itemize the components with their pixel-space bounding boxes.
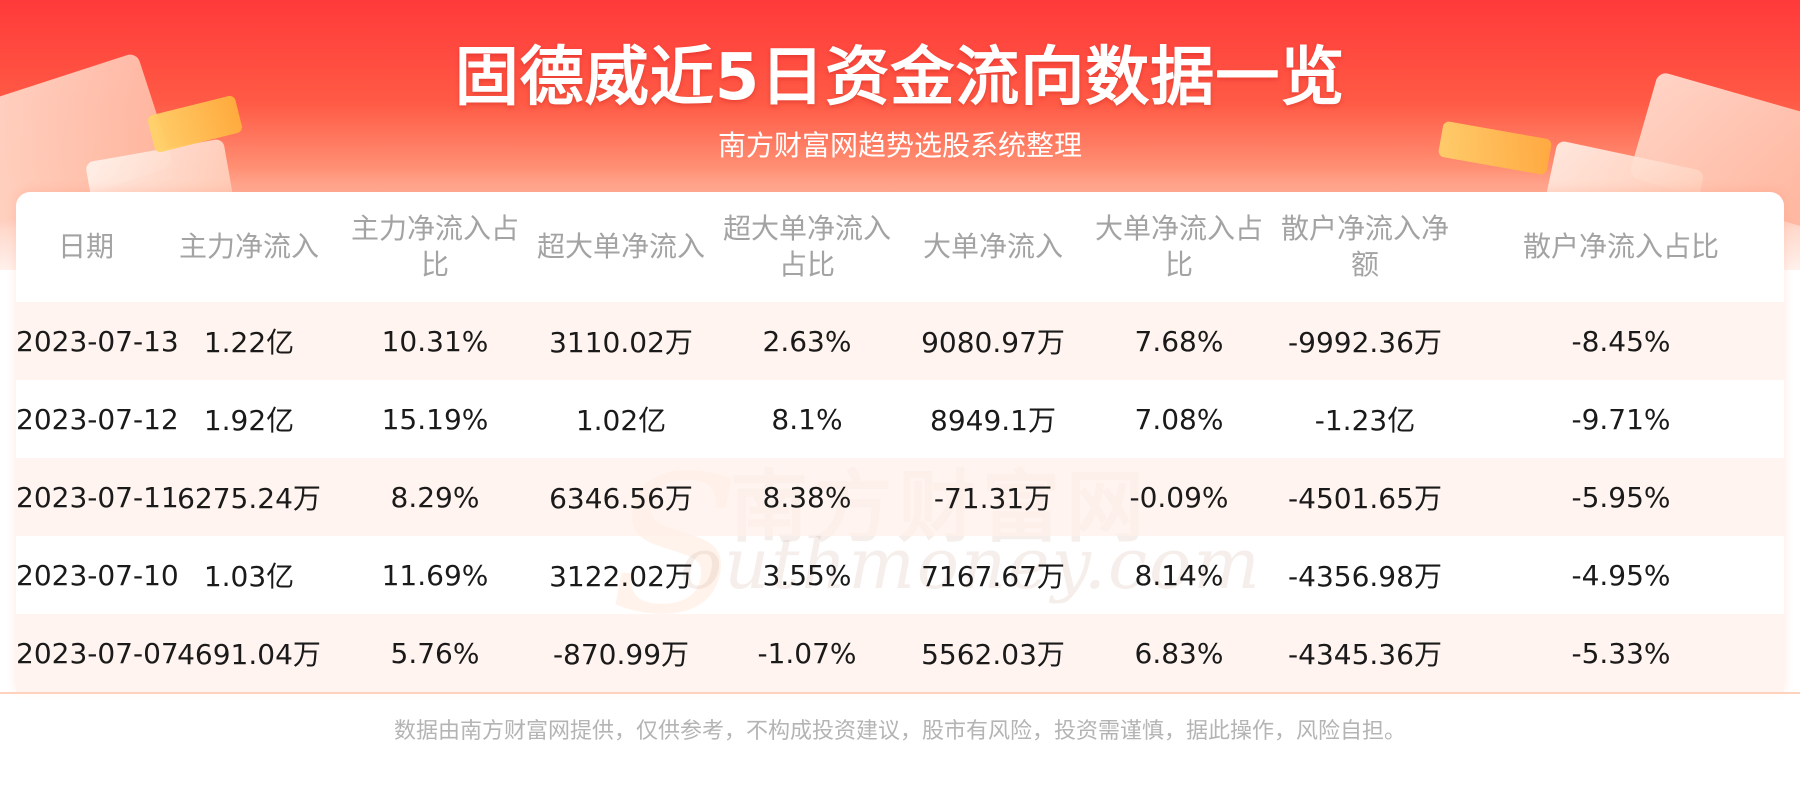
cell-main-inflow-ratio: 15.19% xyxy=(381,402,489,436)
header-large-inflow: 大单净流入 xyxy=(922,230,1063,263)
header-date: 日期 xyxy=(57,230,114,263)
cell-date: 2023-07-13 xyxy=(16,302,179,380)
table-card xyxy=(16,192,1784,692)
header-super-large-ratio: 超大单净流入占比 xyxy=(722,212,891,281)
cell-date: 2023-07-12 xyxy=(16,402,179,436)
cell-retail-net: -4501.65万 xyxy=(1272,458,1458,536)
cell-super-large-inflow: 1.02亿 xyxy=(575,404,667,437)
cell-super-large-ratio: 8.1% xyxy=(771,402,843,436)
cell-large-inflow: 8949.1万 xyxy=(930,404,1056,437)
cell-retail-net: -4356.98万 xyxy=(1288,560,1442,593)
cell-main-inflow: 1.92亿 xyxy=(203,404,295,437)
cell-super-large-inflow: 6346.56万 xyxy=(528,458,714,536)
cell-main-inflow: 1.22亿 xyxy=(156,302,342,380)
header-retail-net: 散户净流入净额 xyxy=(1280,212,1449,281)
cell-super-large-ratio: 8.38% xyxy=(714,458,900,536)
cell-retail-ratio: -5.95% xyxy=(1458,458,1784,536)
cell-large-ratio: -0.09% xyxy=(1086,458,1272,536)
cell-main-inflow: 1.03亿 xyxy=(203,560,295,593)
cell-super-large-ratio: 2.63% xyxy=(714,302,900,380)
cell-large-ratio: 7.08% xyxy=(1134,402,1224,436)
cell-super-large-inflow: 3122.02万 xyxy=(549,560,693,593)
cell-large-inflow: 9080.97万 xyxy=(900,302,1086,380)
cell-date: 2023-07-10 xyxy=(16,558,179,592)
cell-super-large-inflow: -870.99万 xyxy=(528,614,714,692)
cell-retail-ratio: -8.45% xyxy=(1458,302,1784,380)
cell-main-inflow-ratio: 11.69% xyxy=(381,558,489,592)
page-title: 固德威近5日资金流向数据一览 xyxy=(454,41,1346,115)
cell-main-inflow: 4691.04万 xyxy=(156,614,342,692)
table-row: 2023-07-11 6275.24万 8.29% 6346.56万 8.38%… xyxy=(16,458,1784,536)
cell-date: 2023-07-11 xyxy=(16,458,179,536)
header-retail-ratio: 散户净流入占比 xyxy=(1522,230,1719,263)
fund-flow-table: 日期 主力净流入 主力净流入占比 超大单净流入 超大单净流入占比 大单净流入 大… xyxy=(16,192,1784,692)
cell-main-inflow-ratio: 8.29% xyxy=(342,458,528,536)
cell-retail-net: -9992.36万 xyxy=(1272,302,1458,380)
cell-large-inflow: 5562.03万 xyxy=(900,614,1086,692)
cell-large-inflow: -71.31万 xyxy=(900,458,1086,536)
table-row: 2023-07-10 1.03亿 11.69% 3122.02万 3.55% 7… xyxy=(16,536,1784,614)
cell-retail-ratio: -5.33% xyxy=(1458,614,1784,692)
footer-divider xyxy=(0,692,1800,694)
header-main-inflow-ratio: 主力净流入占比 xyxy=(350,212,519,281)
cell-large-ratio: 8.14% xyxy=(1134,558,1224,592)
cell-super-large-ratio: 3.55% xyxy=(762,558,852,592)
header-super-large-inflow: 超大单净流入 xyxy=(536,230,705,263)
cell-retail-ratio: -4.95% xyxy=(1571,558,1671,592)
cell-large-inflow: 7167.67万 xyxy=(921,560,1065,593)
footer-disclaimer: 数据由南方财富网提供，仅供参考，不构成投资建议，股市有风险，投资需谨慎，据此操作… xyxy=(393,719,1406,744)
cell-retail-ratio: -9.71% xyxy=(1571,402,1671,436)
table-header-row: 日期 主力净流入 主力净流入占比 超大单净流入 超大单净流入占比 大单净流入 大… xyxy=(16,192,1784,302)
cell-date: 2023-07-07 xyxy=(16,614,179,692)
header-main-inflow: 主力净流入 xyxy=(178,230,319,263)
page-subtitle: 南方财富网趋势选股系统整理 xyxy=(717,129,1082,162)
cell-retail-net: -1.23亿 xyxy=(1314,404,1416,437)
cell-super-large-ratio: -1.07% xyxy=(714,614,900,692)
table-row: 2023-07-13 1.22亿 10.31% 3110.02万 2.63% 9… xyxy=(16,302,1784,380)
cell-main-inflow: 6275.24万 xyxy=(156,458,342,536)
cell-main-inflow-ratio: 10.31% xyxy=(342,302,528,380)
cell-large-ratio: 6.83% xyxy=(1086,614,1272,692)
cell-main-inflow-ratio: 5.76% xyxy=(342,614,528,692)
table-row: 2023-07-07 4691.04万 5.76% -870.99万 -1.07… xyxy=(16,614,1784,692)
cell-retail-net: -4345.36万 xyxy=(1272,614,1458,692)
cell-super-large-inflow: 3110.02万 xyxy=(528,302,714,380)
header-large-ratio: 大单净流入占比 xyxy=(1094,212,1263,281)
table-row: 2023-07-12 1.92亿 15.19% 1.02亿 8.1% 8949.… xyxy=(16,380,1784,458)
cell-large-ratio: 7.68% xyxy=(1086,302,1272,380)
